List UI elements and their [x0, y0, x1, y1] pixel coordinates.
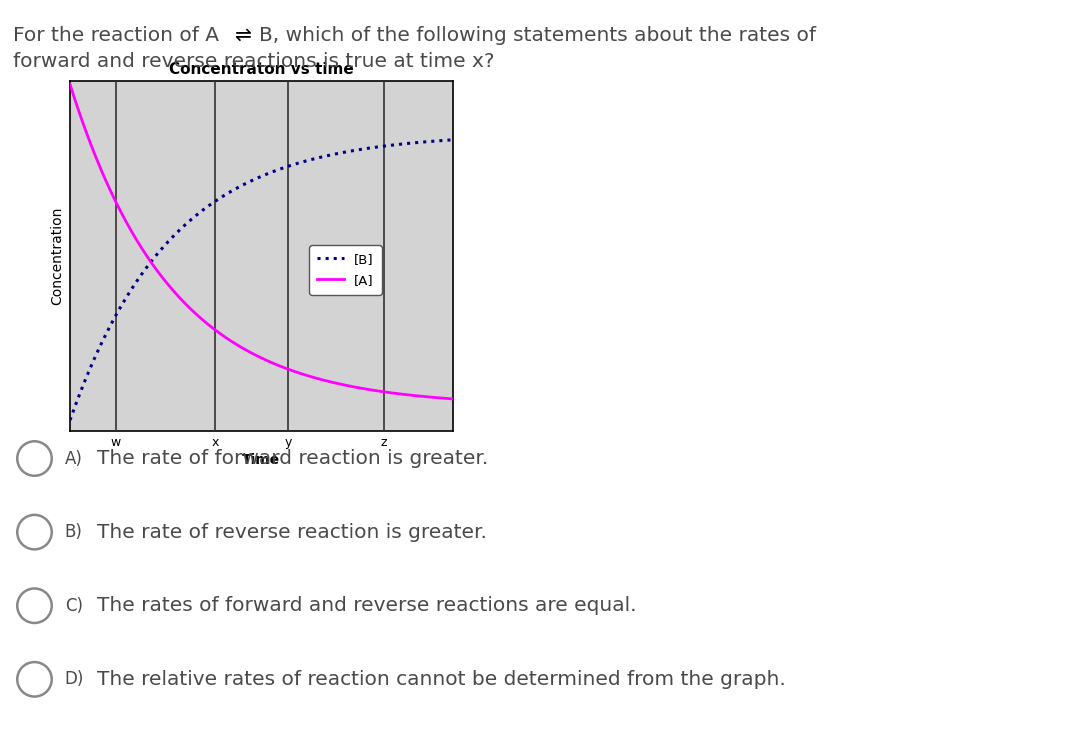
X-axis label: Time: Time	[243, 453, 280, 467]
Text: D): D)	[65, 670, 84, 688]
Text: The rate of reverse reaction is greater.: The rate of reverse reaction is greater.	[97, 523, 487, 542]
Text: B, which of the following statements about the rates of: B, which of the following statements abo…	[259, 26, 816, 45]
Text: For the reaction of A: For the reaction of A	[13, 26, 219, 45]
Text: The relative rates of reaction cannot be determined from the graph.: The relative rates of reaction cannot be…	[97, 670, 786, 689]
Text: The rate of forward reaction is greater.: The rate of forward reaction is greater.	[97, 449, 488, 468]
Text: ⇌: ⇌	[235, 26, 252, 45]
Text: A): A)	[65, 450, 83, 467]
Text: forward and reverse reactions is true at time x?: forward and reverse reactions is true at…	[13, 52, 495, 71]
Text: The rates of forward and reverse reactions are equal.: The rates of forward and reverse reactio…	[97, 596, 636, 615]
Y-axis label: Concentration: Concentration	[51, 207, 65, 305]
Text: C): C)	[65, 597, 83, 615]
Legend: [B], [A]: [B], [A]	[309, 245, 382, 294]
Title: Concentraton vs time: Concentraton vs time	[169, 62, 354, 77]
Text: B): B)	[65, 523, 83, 541]
